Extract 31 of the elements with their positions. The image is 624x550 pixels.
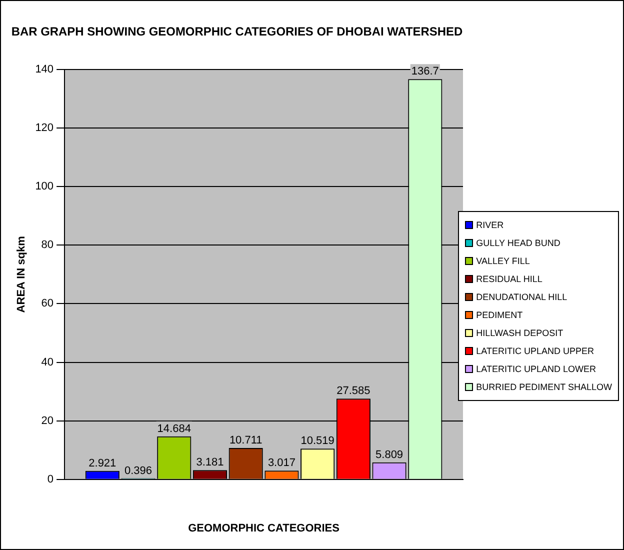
data-label: 3.017 — [268, 457, 296, 470]
y-tick-label: 20 — [41, 414, 54, 427]
legend-label: LATERITIC UPLAND LOWER — [476, 364, 596, 374]
legend-label: VALLEY FILL — [476, 256, 530, 266]
data-label: 3.181 — [196, 456, 224, 469]
y-axis-title: AREA IN sqkm — [16, 236, 28, 313]
chart-title: BAR GRAPH SHOWING GEOMORPHIC CATEGORIES OF DHOBAI WATERSHED — [11, 24, 463, 39]
legend-label: BURRIED PEDIMENT SHALLOW — [476, 382, 612, 392]
x-axis-title: GEOMORPHIC CATEGORIES — [188, 522, 340, 534]
legend-label: HILLWASH DEPOSIT — [476, 328, 564, 338]
legend-label: RESIDUAL HILL — [476, 274, 542, 284]
y-tick-label: 60 — [41, 298, 54, 310]
y-tick-label: 140 — [35, 63, 54, 76]
legend-label: GULLY HEAD BUND — [476, 238, 560, 248]
legend-label: PEDIMENT — [476, 310, 523, 320]
y-tick-label: 80 — [41, 239, 54, 252]
data-label: 27.585 — [336, 385, 370, 398]
data-label: 5.809 — [376, 448, 404, 461]
data-label: 14.684 — [157, 422, 191, 435]
y-tick-label: 0 — [47, 473, 54, 486]
data-label: 2.921 — [88, 457, 116, 470]
data-label: 136.7 — [411, 66, 439, 78]
data-label: 10.711 — [229, 434, 262, 447]
legend-label: RIVER — [476, 220, 504, 230]
y-tick-label: 120 — [35, 122, 54, 134]
y-tick-label: 40 — [41, 356, 54, 368]
data-label: 0.396 — [124, 464, 152, 477]
legend-label: LATERITIC UPLAND UPPER — [476, 346, 594, 356]
legend-label: DENUDATIONAL HILL — [476, 292, 568, 302]
y-tick-label: 100 — [35, 180, 54, 193]
data-label: 10.519 — [300, 435, 334, 448]
